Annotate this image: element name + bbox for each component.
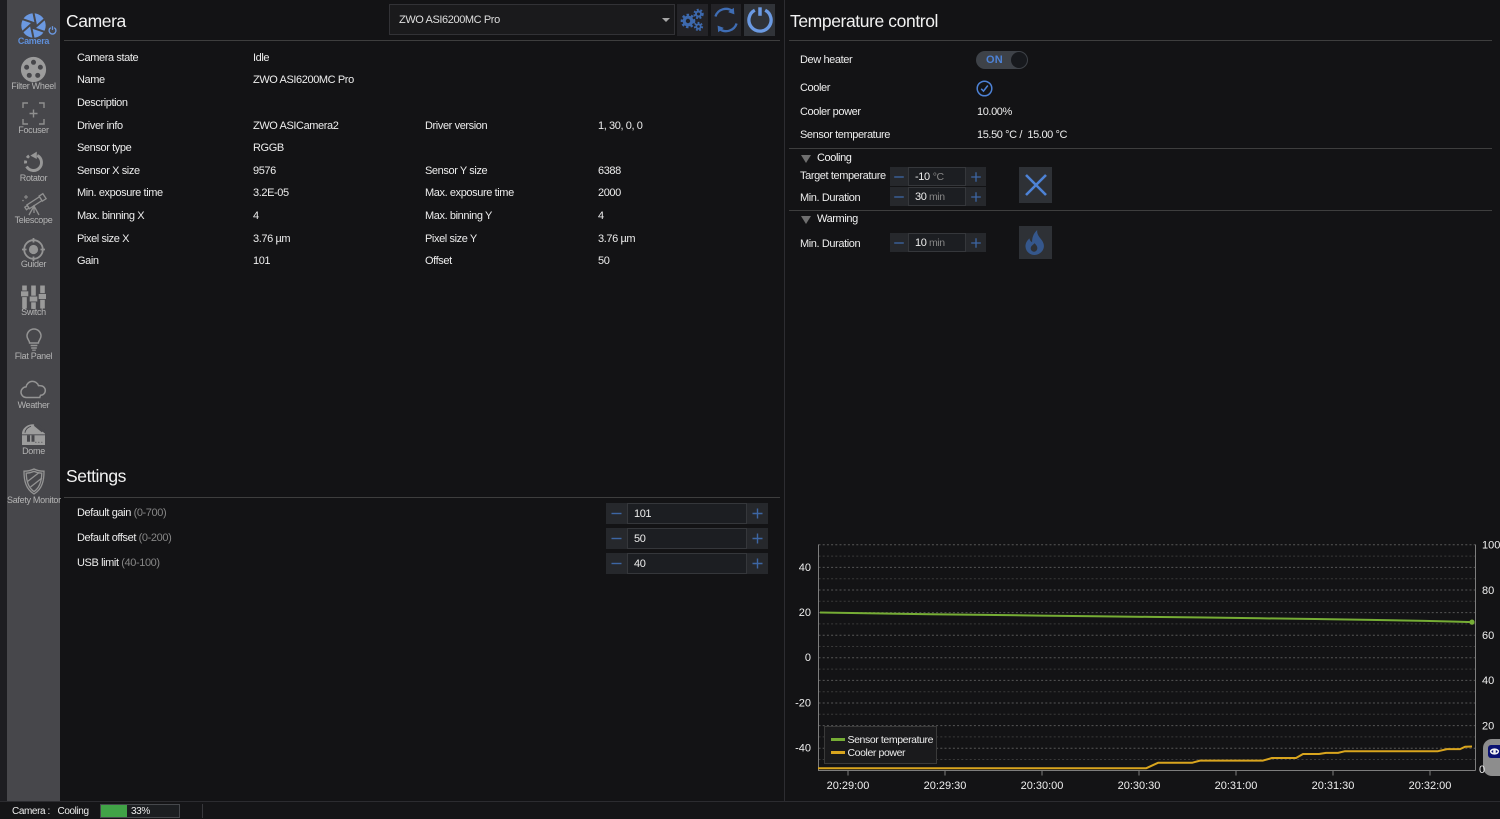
svg-text:40: 40: [799, 562, 811, 574]
svg-text:20:31:00: 20:31:00: [1215, 780, 1258, 792]
svg-text:20:30:30: 20:30:30: [1118, 780, 1161, 792]
svg-text:-40: -40: [795, 743, 811, 755]
svg-text:-20: -20: [795, 697, 811, 709]
svg-text:60: 60: [1482, 630, 1494, 642]
svg-text:20:29:00: 20:29:00: [827, 780, 870, 792]
svg-text:80: 80: [1482, 585, 1494, 597]
svg-text:100: 100: [1482, 540, 1500, 552]
svg-text:40: 40: [1482, 675, 1494, 687]
svg-text:0: 0: [805, 652, 811, 664]
svg-text:20:31:30: 20:31:30: [1312, 780, 1355, 792]
svg-text:20:29:30: 20:29:30: [924, 780, 967, 792]
svg-text:20:32:00: 20:32:00: [1409, 780, 1452, 792]
svg-text:20: 20: [1482, 720, 1494, 732]
svg-text:20:30:00: 20:30:00: [1021, 780, 1064, 792]
svg-text:20: 20: [799, 607, 811, 619]
